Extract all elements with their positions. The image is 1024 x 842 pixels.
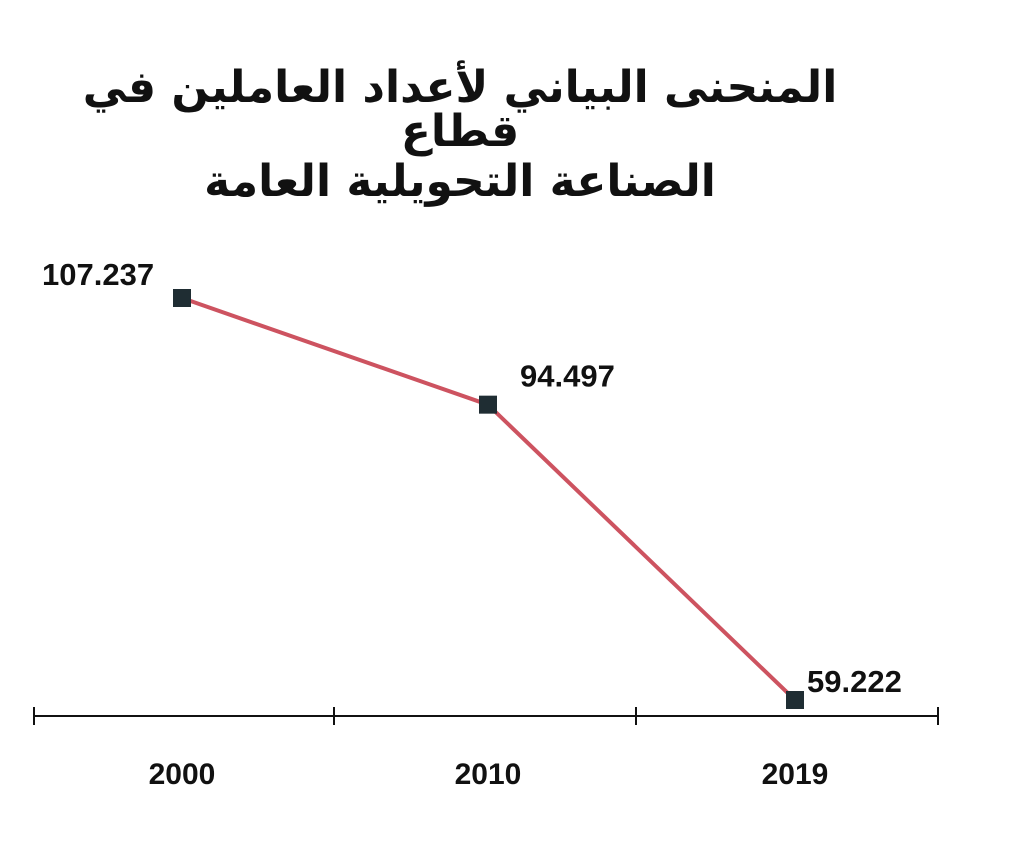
x-tick-label-2019: 2019 (762, 758, 829, 791)
data-point-marker-2000 (173, 289, 191, 307)
data-point-marker-2010 (479, 395, 497, 414)
chart-title-line-2: الصناعة التحويلية العامة (204, 156, 716, 207)
x-tick-label-2010: 2010 (455, 758, 522, 791)
data-label-2010: 94.497 (520, 359, 615, 394)
data-point-marker-2019 (786, 691, 804, 709)
data-label-2019: 59.222 (807, 664, 902, 699)
chart-title-line-1: المنحنى البياني لأعداد العاملين في قطاع (82, 62, 838, 157)
series-line (181, 296, 797, 702)
x-tick-label-2000: 2000 (149, 758, 216, 791)
data-label-2000: 107.237 (42, 257, 154, 292)
